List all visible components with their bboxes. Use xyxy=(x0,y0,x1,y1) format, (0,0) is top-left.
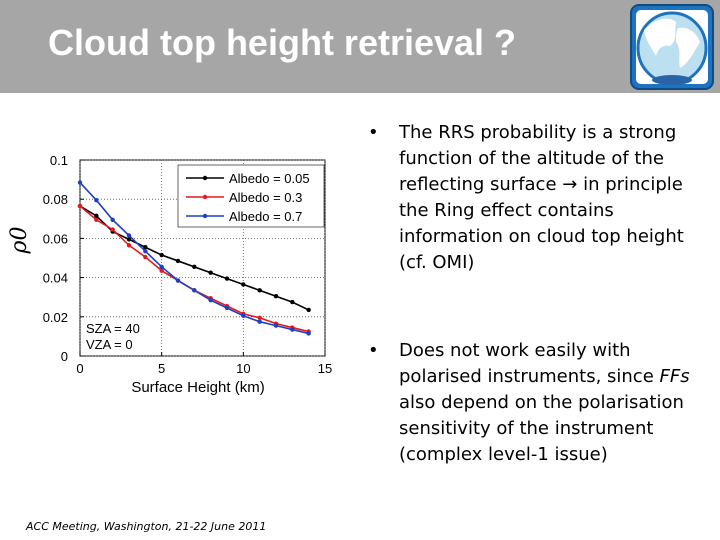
bullet-text-part: also depend on the polarisation sensitiv… xyxy=(399,392,684,465)
arrow-icon: → xyxy=(562,174,578,195)
y-axis-label: ρ0 xyxy=(7,227,32,255)
data-point xyxy=(77,203,83,209)
rrs-probability-chart: 0 0.02 0.04 0.06 0.08 0.1 0 5 10 15 Albedo = 0.05… xyxy=(7,153,333,396)
data-point xyxy=(126,233,132,238)
data-point xyxy=(192,288,197,293)
legend-label: Albedo = 0.3 xyxy=(229,190,302,205)
y-tick-label: 0.04 xyxy=(43,271,68,286)
data-point xyxy=(110,227,115,232)
data-point xyxy=(126,237,132,242)
bullet-text-part: in principle the Ring effect contains in… xyxy=(399,174,684,273)
annotation-text: VZA = 0 xyxy=(86,337,133,352)
legend-label: Albedo = 0.05 xyxy=(229,171,310,186)
data-point xyxy=(241,313,246,319)
x-tick-label: 5 xyxy=(158,361,165,376)
data-point xyxy=(290,327,295,332)
x-axis-label: Surface Height (km) xyxy=(131,379,264,396)
data-point xyxy=(208,297,213,303)
legend-marker xyxy=(202,194,208,200)
y-tick-label: 0.1 xyxy=(50,153,68,168)
data-point xyxy=(143,254,148,260)
data-point xyxy=(224,305,230,311)
x-tick-label: 10 xyxy=(236,361,250,376)
data-point xyxy=(257,319,262,324)
y-tick-label: 0 xyxy=(61,349,68,364)
data-point xyxy=(110,217,115,222)
legend: Albedo = 0.05 Albedo = 0.3 Albedo = 0.7 xyxy=(177,164,325,228)
data-point xyxy=(257,288,262,293)
data-point xyxy=(290,299,295,305)
x-tick-label: 0 xyxy=(76,361,83,376)
x-tick-label: 15 xyxy=(318,361,332,376)
bullet-text-part: Does not work easily with polarised inst… xyxy=(399,340,660,387)
bullet-text: The RRS probability is a strong function… xyxy=(399,120,704,276)
data-point xyxy=(224,276,230,281)
data-point xyxy=(257,315,262,320)
slide-title: Cloud top height retrieval ? xyxy=(48,22,517,63)
data-point xyxy=(159,268,164,273)
data-point xyxy=(175,258,181,264)
data-point xyxy=(77,180,83,185)
data-point xyxy=(192,264,197,270)
series-layer xyxy=(77,180,311,336)
data-point xyxy=(208,270,213,275)
y-tick-label: 0.02 xyxy=(43,310,68,325)
footer-text: ACC Meeting, Washington, 21-22 June 2011 xyxy=(26,520,267,533)
legend-label: Albedo = 0.7 xyxy=(229,209,302,224)
bullet-text-part: The RRS probability is a strong function… xyxy=(399,122,677,195)
data-point xyxy=(175,278,181,283)
data-point xyxy=(94,217,99,222)
legend-marker xyxy=(202,213,208,219)
y-tick-label: 0.06 xyxy=(43,231,68,246)
bullet-text: Does not work easily with polarised inst… xyxy=(399,338,704,468)
legend-marker xyxy=(202,175,208,181)
globe-logo-icon xyxy=(630,4,714,90)
bullet-marker: • xyxy=(368,340,379,361)
data-point xyxy=(159,264,164,270)
data-point xyxy=(126,243,132,248)
data-point xyxy=(241,282,246,287)
annotation-box xyxy=(81,318,151,355)
data-point xyxy=(273,323,279,328)
series-3 xyxy=(77,180,311,336)
bullet-text-emphasis: FFs xyxy=(659,366,690,387)
data-point xyxy=(143,245,148,250)
data-point xyxy=(159,252,164,258)
y-tick-label: 0.08 xyxy=(43,192,68,207)
data-point xyxy=(143,248,148,254)
axis-ticks: 0 0.02 0.04 0.06 0.08 0.1 0 5 10 15 xyxy=(43,153,333,376)
data-point xyxy=(94,213,99,219)
annotation-text: SZA = 40 xyxy=(86,321,140,336)
data-point xyxy=(306,307,311,313)
data-point xyxy=(306,331,311,336)
title-bar: Cloud top height retrieval ? xyxy=(0,0,720,93)
data-point xyxy=(94,197,99,203)
data-point xyxy=(273,294,279,299)
bullet-marker: • xyxy=(368,122,379,143)
